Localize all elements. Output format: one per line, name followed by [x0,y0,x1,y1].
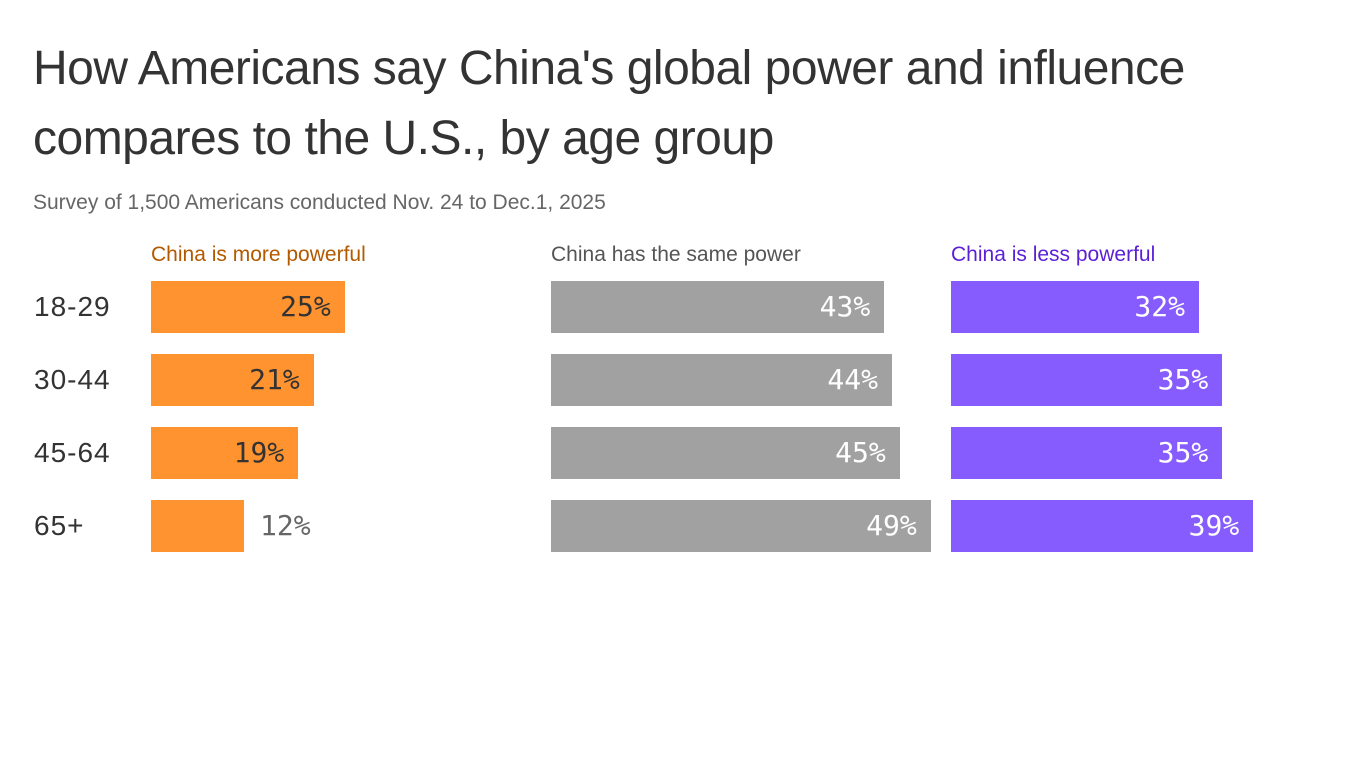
bar [951,281,1199,333]
row-label: 65+ [34,510,85,541]
row-label: 18-29 [34,291,111,322]
bar [551,427,900,479]
bar [951,354,1223,406]
value-label: 21% [249,363,300,396]
value-label: 39% [1188,509,1240,542]
bar [151,281,345,333]
value-label: 35% [1157,436,1209,469]
value-label: 35% [1157,363,1209,396]
series-label: China is less powerful [951,243,1156,266]
bar [951,427,1223,479]
series-label: China is more powerful [151,243,366,266]
bar [951,500,1254,552]
chart-subtitle: Survey of 1,500 Americans conducted Nov.… [33,191,606,214]
bar [551,281,885,333]
value-label: 43% [819,290,871,323]
bar [151,354,314,406]
bar [151,500,244,552]
value-label: 44% [827,363,878,396]
bar [551,354,892,406]
value-label: 45% [835,436,886,469]
bar [551,500,931,552]
bar [151,427,299,479]
value-label: 32% [1134,290,1185,323]
series-label: China has the same power [551,243,801,266]
value-label: 19% [233,436,285,469]
row-label: 30-44 [34,364,111,395]
value-label: 12% [260,509,311,542]
value-label: 25% [280,290,331,323]
row-label: 45-64 [34,437,111,468]
chart-title: How Americans say China's global power a… [33,42,1185,165]
value-label: 49% [866,509,917,542]
